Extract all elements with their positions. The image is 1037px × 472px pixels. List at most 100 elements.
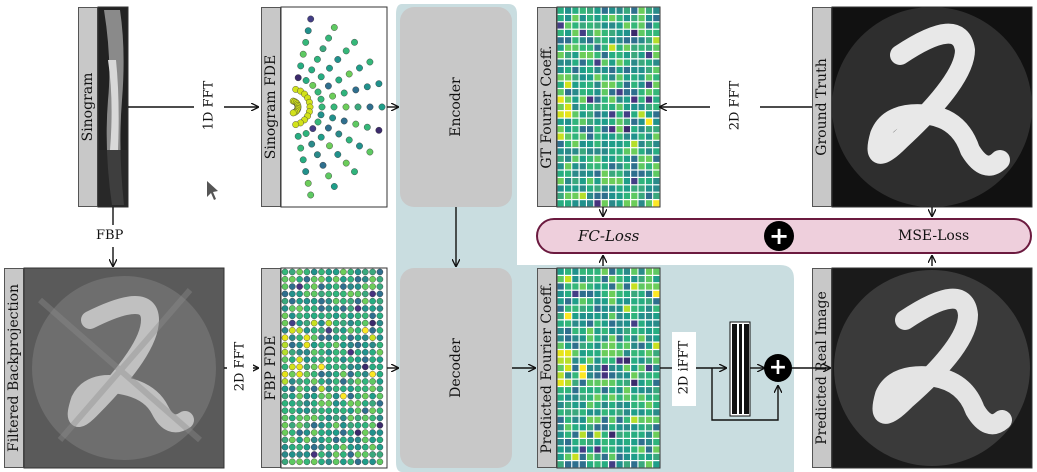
fourier-cell — [631, 320, 638, 327]
fde-dot — [361, 334, 369, 342]
fourier-cell — [587, 394, 594, 401]
fourier-cell — [645, 320, 653, 327]
fde-dot — [281, 275, 289, 283]
fde-dot — [302, 168, 310, 176]
fde-dot — [325, 283, 333, 290]
fourier-cell — [653, 163, 660, 170]
fde-dot — [369, 436, 376, 444]
fourier-cell — [565, 111, 572, 118]
fourier-cell — [572, 44, 579, 51]
fourier-cell — [587, 133, 594, 140]
fourier-cell — [557, 276, 564, 283]
ground-truth-image — [831, 6, 1033, 208]
fourier-cell — [579, 350, 586, 357]
fourier-cell — [645, 439, 653, 446]
fourier-cell — [572, 163, 579, 170]
fde-dot — [303, 312, 311, 320]
fde-dot — [340, 370, 347, 378]
fde-dot — [310, 327, 318, 334]
fourier-cell — [601, 22, 608, 29]
fourier-cell — [645, 431, 653, 438]
fourier-cell — [645, 290, 653, 297]
fde-dot — [376, 312, 384, 320]
fourier-cell — [594, 170, 601, 177]
fourier-cell — [587, 29, 594, 36]
fourier-cell — [638, 387, 645, 394]
fourier-cell — [557, 103, 564, 111]
fde-dot — [302, 130, 310, 137]
fourier-cell — [565, 372, 572, 379]
fourier-cell — [609, 22, 616, 29]
fde-dot — [354, 275, 362, 283]
fde-dot — [303, 356, 311, 363]
fde-dot — [369, 414, 376, 422]
fde-dot — [347, 378, 355, 385]
fourier-cell — [594, 364, 601, 372]
fourier-cell — [601, 379, 608, 386]
fde-dot — [335, 76, 343, 84]
fourier-cell — [594, 416, 601, 423]
fourier-cell — [565, 453, 572, 460]
fourier-cell — [609, 185, 616, 192]
fourier-cell — [623, 268, 630, 275]
fde-dot — [318, 414, 325, 422]
fde-dot — [369, 297, 376, 305]
fde-dot — [281, 348, 289, 356]
fourier-cell — [594, 22, 601, 29]
fourier-cell — [579, 446, 586, 453]
fourier-cell — [601, 335, 608, 342]
fourier-cell — [609, 379, 616, 386]
fourier-cell — [609, 290, 616, 297]
fourier-cell — [653, 200, 660, 207]
fourier-cell — [587, 453, 594, 460]
fourier-cell — [616, 439, 623, 446]
fourier-cell — [594, 15, 601, 22]
fde-dot — [361, 297, 369, 305]
fourier-cell — [572, 446, 579, 453]
fde-dot — [354, 305, 362, 312]
fourier-cell — [594, 379, 601, 386]
fde-dot — [332, 268, 340, 276]
fourier-cell — [609, 298, 616, 305]
fourier-cell — [653, 387, 660, 394]
fourier-cell — [565, 126, 572, 133]
fourier-cell — [623, 22, 630, 29]
fde-dot — [347, 436, 355, 444]
fourier-cell — [587, 126, 594, 133]
fde-dot — [318, 451, 325, 458]
fde-dot — [318, 392, 325, 400]
fourier-cell — [579, 431, 586, 438]
fde-dot — [318, 275, 325, 283]
fourier-cell — [587, 178, 594, 185]
fde-dot — [376, 458, 384, 466]
fde-dot — [326, 142, 333, 150]
fourier-cell — [572, 178, 579, 185]
fourier-cell — [638, 96, 645, 103]
fde-dot — [369, 429, 376, 436]
fourier-cell — [572, 327, 579, 335]
fourier-cell — [638, 461, 645, 468]
fourier-cell — [616, 89, 623, 96]
fourier-cell — [645, 59, 653, 66]
fourier-cell — [609, 357, 616, 364]
fourier-cell — [616, 170, 623, 177]
fde-dot — [376, 319, 384, 327]
fourier-cell — [645, 305, 653, 312]
fourier-cell — [557, 22, 564, 29]
fourier-cell — [623, 350, 630, 357]
fourier-cell — [579, 111, 586, 118]
fourier-cell — [565, 276, 572, 283]
fde-dot — [334, 56, 342, 63]
fourier-cell — [587, 170, 594, 177]
fourier-cell — [645, 335, 653, 342]
fourier-cell — [557, 431, 564, 438]
fourier-cell — [653, 394, 660, 401]
fde-dot — [325, 34, 332, 42]
fourier-cell — [557, 298, 564, 305]
fourier-cell — [572, 342, 579, 349]
fourier-cell — [579, 290, 586, 297]
fde-dot — [303, 341, 311, 349]
fde-dot — [354, 319, 362, 327]
fourier-cell — [579, 22, 586, 29]
fourier-cell — [645, 133, 653, 140]
